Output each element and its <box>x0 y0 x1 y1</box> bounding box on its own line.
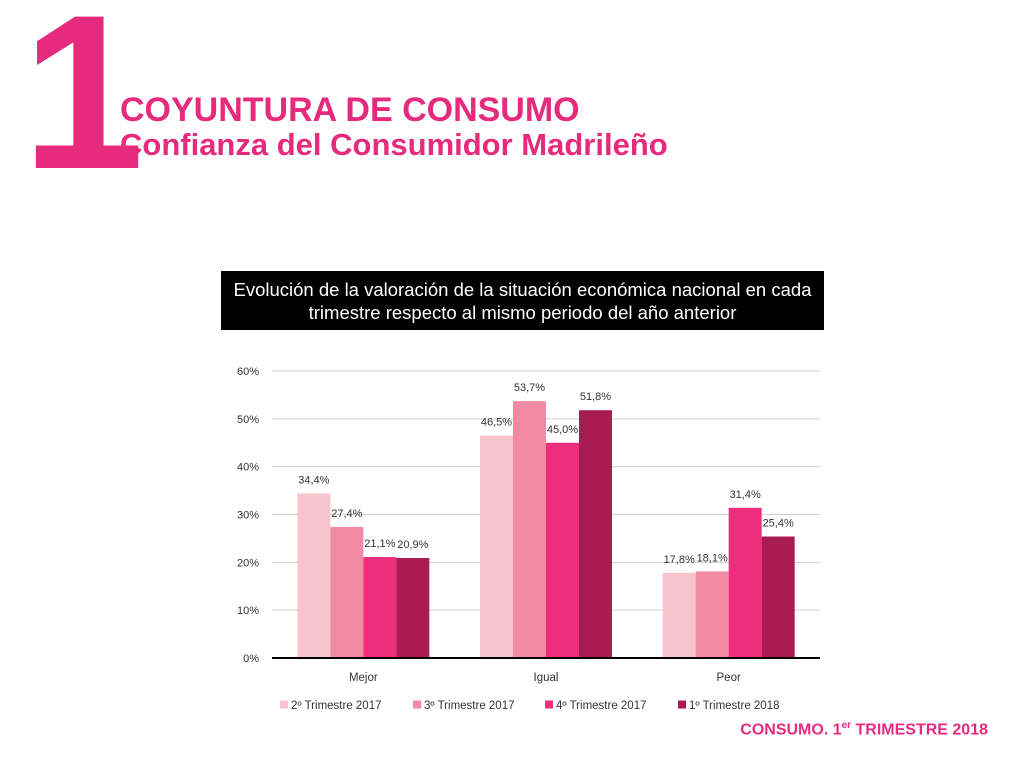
y-tick-label: 10% <box>237 605 259 617</box>
legend-label: 1º Trimestre 2018 <box>689 700 780 712</box>
legend-label: 2º Trimestre 2017 <box>291 700 382 712</box>
data-label: 17,8% <box>664 554 695 566</box>
legend-swatch <box>678 700 686 709</box>
data-label: 18,1% <box>697 552 728 564</box>
data-label: 45,0% <box>547 424 578 436</box>
data-label: 51,8% <box>580 391 611 403</box>
legend-swatch <box>280 700 288 709</box>
legend-label: 4º Trimestre 2017 <box>556 700 647 712</box>
bar <box>330 526 364 658</box>
page-subtitle: Confianza del Consumidor Madrileño <box>120 127 668 162</box>
bar <box>297 493 331 658</box>
bar <box>695 571 729 658</box>
legend-label: 3º Trimestre 2017 <box>424 700 515 712</box>
bar <box>728 507 762 658</box>
legend-swatch <box>413 700 421 709</box>
footer-prefix: CONSUMO. 1 <box>740 721 842 739</box>
section-number: 1 <box>22 0 144 215</box>
y-tick-label: 40% <box>237 462 259 474</box>
y-tick-label: 30% <box>237 510 259 522</box>
footer-sup: er <box>841 720 852 731</box>
x-category-label: Igual <box>534 672 559 684</box>
bar <box>546 442 579 658</box>
data-label: 21,1% <box>364 538 395 550</box>
bar <box>363 557 397 658</box>
data-label: 25,4% <box>763 518 794 530</box>
legend-swatch <box>545 700 553 709</box>
page-title: COYUNTURA DE CONSUMO <box>120 91 580 129</box>
x-category-label: Mejor <box>349 672 378 684</box>
bar <box>761 536 795 658</box>
bar <box>396 558 430 658</box>
y-tick-label: 50% <box>237 414 259 426</box>
y-tick-label: 0% <box>243 653 259 665</box>
data-label: 20,9% <box>397 539 428 551</box>
data-label: 27,4% <box>331 508 362 520</box>
data-label: 46,5% <box>481 417 512 429</box>
data-label: 31,4% <box>730 489 761 501</box>
bar <box>579 410 612 658</box>
page-heading: COYUNTURA DE CONSUMO Confianza del Consu… <box>120 92 668 162</box>
bar <box>513 401 546 658</box>
footer-label: CONSUMO. 1er TRIMESTRE 2018 <box>740 720 988 739</box>
data-label: 53,7% <box>514 382 545 394</box>
data-label: 34,4% <box>298 474 329 486</box>
bar <box>480 435 513 658</box>
y-tick-label: 20% <box>237 557 259 569</box>
chart-title: Evolución de la valoración de la situaci… <box>221 271 824 330</box>
x-category-label: Peor <box>717 672 741 684</box>
footer-suffix: TRIMESTRE 2018 <box>851 721 989 739</box>
bar <box>662 572 696 658</box>
y-tick-label: 60% <box>237 366 259 378</box>
